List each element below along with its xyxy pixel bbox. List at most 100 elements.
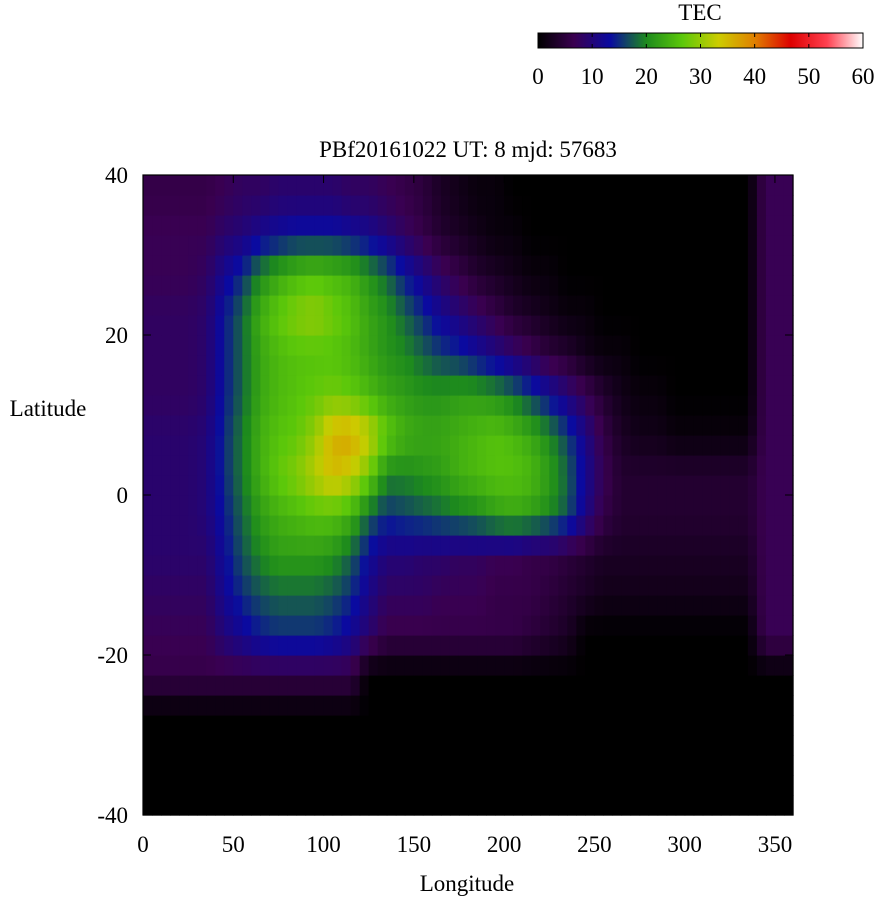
heatmap-cell — [386, 315, 397, 336]
heatmap-cell — [233, 735, 243, 756]
heatmap-cell — [774, 175, 785, 196]
heatmap-cell — [675, 375, 686, 396]
heatmap-cell — [386, 655, 397, 676]
heatmap-cell — [206, 435, 216, 456]
heatmap-cell — [287, 795, 298, 816]
heatmap-cell — [711, 175, 722, 196]
heatmap-cell — [269, 315, 280, 336]
heatmap-cell — [242, 395, 252, 416]
heatmap-cell — [413, 675, 424, 696]
heatmap-cell — [756, 755, 767, 776]
heatmap-cell — [359, 195, 370, 216]
heatmap-cell — [594, 335, 605, 356]
heatmap-cell — [215, 195, 225, 216]
heatmap-cell — [278, 235, 289, 256]
heatmap-cell — [468, 695, 478, 716]
heatmap-cell — [531, 795, 541, 816]
heatmap-cell — [585, 755, 595, 776]
heatmap-cell — [630, 295, 641, 316]
heatmap-cell — [720, 415, 731, 436]
heatmap-cell — [549, 295, 559, 316]
heatmap-cell — [440, 475, 451, 496]
heatmap-cell — [567, 395, 577, 416]
heatmap-cell — [621, 735, 632, 756]
heatmap-cell — [765, 195, 776, 216]
heatmap-cell — [377, 795, 388, 816]
heatmap-cell — [657, 235, 668, 256]
heatmap-cell — [549, 315, 559, 336]
heatmap-cell — [567, 355, 577, 376]
y-tick-label: -20 — [97, 643, 128, 668]
heatmap-cell — [756, 555, 767, 576]
heatmap-cell — [468, 655, 478, 676]
heatmap-cell — [648, 635, 659, 656]
heatmap-cell — [513, 735, 523, 756]
heatmap-cell — [765, 675, 776, 696]
heatmap-cell — [531, 495, 541, 516]
heatmap-cell — [215, 175, 225, 196]
heatmap-cell — [332, 575, 343, 596]
heatmap-cell — [738, 435, 749, 456]
heatmap-cell — [395, 675, 406, 696]
heatmap-cell — [540, 395, 550, 416]
heatmap-cell — [594, 495, 605, 516]
heatmap-cell — [612, 695, 623, 716]
heatmap-cell — [152, 315, 162, 336]
heatmap-cell — [314, 475, 325, 496]
heatmap-cell — [630, 335, 641, 356]
heatmap-cell — [540, 315, 550, 336]
heatmap-cell — [630, 435, 641, 456]
heatmap-cell — [242, 615, 252, 636]
heatmap-cell — [431, 735, 442, 756]
heatmap-cell — [720, 375, 731, 396]
heatmap-cell — [603, 775, 614, 796]
heatmap-cell — [657, 735, 668, 756]
heatmap-cell — [431, 675, 442, 696]
heatmap-cell — [188, 795, 198, 816]
heatmap-cell — [368, 775, 379, 796]
heatmap-cell — [558, 355, 568, 376]
heatmap-cell — [576, 635, 586, 656]
heatmap-cell — [738, 415, 749, 436]
heatmap-cell — [513, 295, 523, 316]
heatmap-cell — [314, 755, 325, 776]
heatmap-cell — [287, 195, 298, 216]
heatmap-cell — [395, 295, 406, 316]
heatmap-cell — [549, 275, 559, 296]
heatmap-cell — [404, 755, 415, 776]
heatmap-cell — [765, 355, 776, 376]
heatmap-cell — [359, 235, 370, 256]
heatmap-cell — [395, 435, 406, 456]
colorbar-tick-label: 0 — [532, 64, 544, 89]
heatmap-cell — [693, 415, 704, 436]
heatmap-cell — [440, 255, 451, 276]
heatmap-cell — [612, 655, 623, 676]
heatmap-cell — [576, 275, 586, 296]
heatmap-cell — [657, 655, 668, 676]
heatmap-cell — [666, 215, 677, 236]
heatmap-cell — [350, 675, 361, 696]
heatmap-cell — [413, 575, 424, 596]
heatmap-cell — [522, 475, 532, 496]
heatmap-cell — [350, 715, 361, 736]
heatmap-cell — [269, 355, 280, 376]
colorbar-tick-label: 60 — [852, 64, 875, 89]
heatmap-cell — [206, 635, 216, 656]
heatmap-cell — [215, 315, 225, 336]
heatmap-cell — [558, 335, 568, 356]
heatmap-cell — [251, 175, 261, 196]
heatmap-cell — [567, 475, 577, 496]
heatmap-cell — [269, 575, 280, 596]
heatmap-cell — [531, 695, 541, 716]
heatmap-cell — [549, 415, 559, 436]
heatmap-cell — [170, 655, 180, 676]
heatmap-cell — [531, 435, 541, 456]
heatmap-cell — [675, 295, 686, 316]
heatmap-cell — [531, 355, 541, 376]
heatmap-cell — [170, 535, 180, 556]
heatmap-cell — [296, 495, 307, 516]
heatmap-cell — [206, 415, 216, 436]
heatmap-cell — [513, 615, 523, 636]
heatmap-cell — [558, 615, 568, 636]
heatmap-cell — [404, 695, 415, 716]
